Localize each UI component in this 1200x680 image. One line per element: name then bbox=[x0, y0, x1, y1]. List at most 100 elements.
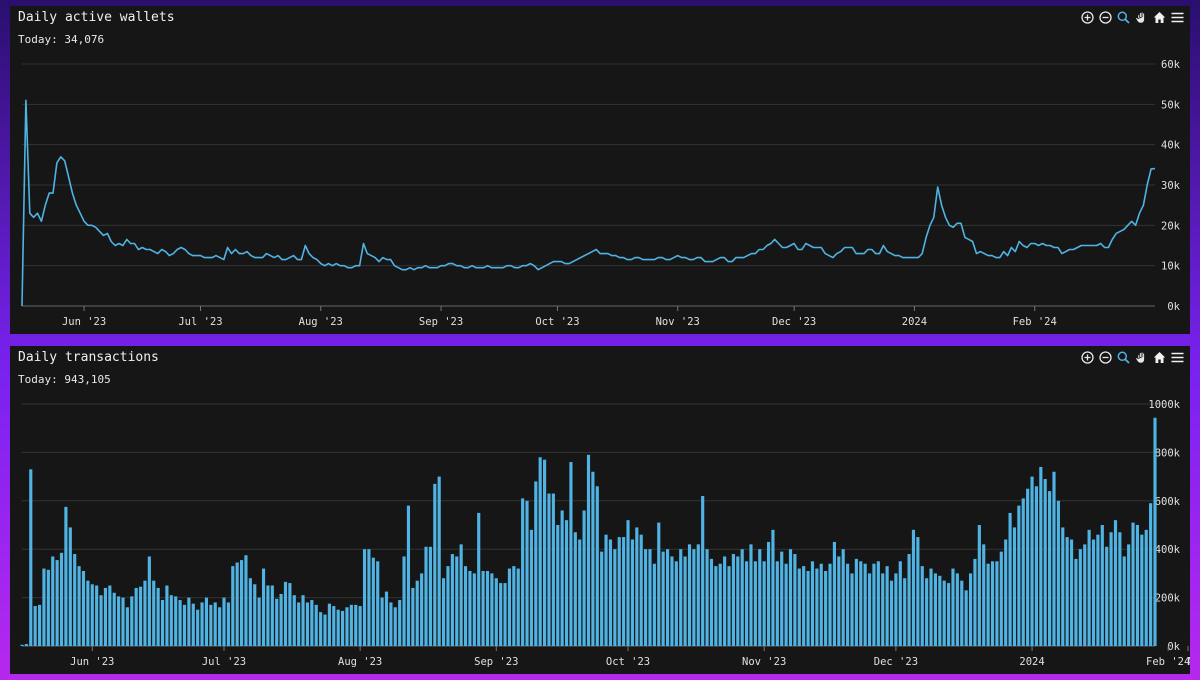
transaction-bar bbox=[64, 506, 68, 646]
transaction-bar bbox=[182, 604, 187, 646]
transaction-bar bbox=[503, 583, 507, 646]
transaction-bar bbox=[964, 590, 968, 646]
transaction-bar bbox=[867, 573, 872, 646]
zoom-select-icon[interactable] bbox=[1116, 10, 1130, 24]
zoom-out-icon[interactable] bbox=[1098, 10, 1112, 24]
pan-hand-icon[interactable] bbox=[1134, 350, 1148, 364]
transactions-chart: 0k 200k 400k 600k 800k 1000k Jun '23 Jul '23 Aug… bbox=[20, 399, 1190, 668]
transaction-bar bbox=[125, 607, 129, 646]
transaction-bar bbox=[920, 566, 924, 646]
transaction-bar bbox=[336, 609, 340, 646]
transaction-bar bbox=[138, 586, 143, 646]
transaction-bar bbox=[745, 561, 749, 646]
x-tick-label: M bbox=[1188, 656, 1190, 668]
transaction-bar bbox=[292, 595, 296, 646]
transaction-bar bbox=[68, 527, 72, 646]
transaction-bar bbox=[402, 556, 406, 646]
transaction-bar bbox=[551, 493, 555, 646]
x-tick-label: Jul '23 bbox=[178, 316, 222, 328]
transaction-bar bbox=[204, 597, 209, 646]
transaction-bar bbox=[244, 555, 248, 646]
y-tick-label: 20k bbox=[1161, 220, 1181, 232]
transaction-bar bbox=[117, 596, 121, 646]
transaction-bar bbox=[283, 581, 288, 646]
transaction-bar bbox=[942, 580, 946, 646]
zoom-in-icon[interactable] bbox=[1080, 350, 1094, 364]
transaction-bar bbox=[398, 600, 402, 646]
zoom-out-icon[interactable] bbox=[1098, 350, 1112, 364]
transaction-bar bbox=[261, 568, 266, 646]
transaction-bar bbox=[990, 561, 995, 646]
transaction-bar bbox=[1069, 539, 1074, 646]
transaction-bar bbox=[1118, 532, 1122, 646]
transaction-bar bbox=[727, 566, 731, 646]
active-wallets-panel: 0k 10k 20k 30k 40k 50k 60k Jun '23 Jul '23 Aug '2… bbox=[10, 6, 1190, 334]
transaction-bar bbox=[310, 600, 314, 646]
transaction-bar bbox=[1017, 505, 1021, 646]
transaction-bar bbox=[314, 604, 318, 646]
transaction-bar bbox=[463, 566, 468, 646]
transaction-bar bbox=[797, 568, 801, 646]
reset-home-icon[interactable] bbox=[1152, 10, 1166, 24]
transaction-bar bbox=[547, 493, 551, 646]
transaction-bar bbox=[367, 549, 371, 646]
transaction-bar bbox=[1021, 498, 1025, 646]
transaction-bar bbox=[327, 603, 331, 646]
transaction-bar bbox=[380, 597, 384, 646]
transaction-bar bbox=[679, 549, 683, 646]
transaction-bar bbox=[485, 570, 490, 646]
x-tick-label: Dec '23 bbox=[874, 656, 918, 668]
transaction-bar bbox=[766, 541, 771, 646]
transaction-bar bbox=[99, 595, 103, 646]
transaction-bar bbox=[450, 554, 454, 646]
transaction-bar bbox=[279, 593, 283, 646]
transaction-bar bbox=[442, 578, 446, 646]
transaction-bar bbox=[938, 575, 942, 646]
transaction-bar bbox=[521, 498, 525, 646]
transaction-bar bbox=[437, 476, 441, 646]
zoom-select-icon[interactable] bbox=[1116, 350, 1130, 364]
transaction-bar bbox=[178, 600, 182, 646]
transaction-bar bbox=[389, 602, 393, 646]
transaction-bar bbox=[459, 544, 463, 646]
today-value: Today: 943,105 bbox=[18, 373, 111, 386]
transaction-bar bbox=[332, 606, 336, 646]
transaction-bar bbox=[222, 597, 226, 646]
transaction-bar bbox=[824, 570, 828, 646]
menu-icon[interactable] bbox=[1170, 10, 1184, 24]
transaction-bar bbox=[806, 570, 810, 646]
x-tick-label: 2024 bbox=[902, 316, 927, 328]
transaction-bar bbox=[982, 544, 986, 646]
transaction-bar bbox=[947, 583, 951, 646]
transaction-bar bbox=[907, 554, 911, 646]
transaction-bar bbox=[916, 537, 920, 646]
transaction-bar bbox=[218, 607, 222, 646]
transaction-bar bbox=[709, 558, 714, 646]
y-tick-label: 50k bbox=[1161, 99, 1181, 111]
pan-hand-icon[interactable] bbox=[1134, 10, 1148, 24]
transaction-bar bbox=[160, 600, 165, 646]
transaction-bar bbox=[617, 537, 621, 646]
transaction-bar bbox=[424, 546, 428, 646]
transaction-bar bbox=[613, 549, 617, 646]
transaction-bar bbox=[529, 529, 533, 646]
transaction-bar bbox=[1030, 476, 1034, 646]
transaction-bar bbox=[762, 561, 766, 646]
transaction-bar bbox=[696, 544, 700, 646]
transaction-bar bbox=[77, 566, 81, 646]
transaction-bar bbox=[371, 557, 375, 646]
zoom-in-icon[interactable] bbox=[1080, 10, 1094, 24]
reset-home-icon[interactable] bbox=[1152, 350, 1166, 364]
transaction-bar bbox=[960, 580, 964, 646]
menu-icon[interactable] bbox=[1170, 350, 1184, 364]
transaction-bar bbox=[736, 556, 740, 646]
transaction-bar bbox=[968, 573, 973, 646]
transaction-bar bbox=[1012, 527, 1017, 646]
transaction-bar bbox=[24, 644, 28, 646]
transaction-bar bbox=[213, 602, 217, 646]
transaction-bar bbox=[305, 602, 310, 646]
transaction-bar bbox=[635, 527, 639, 646]
transaction-bar bbox=[670, 556, 674, 646]
transaction-bar bbox=[384, 591, 389, 646]
transaction-bar bbox=[235, 562, 239, 646]
